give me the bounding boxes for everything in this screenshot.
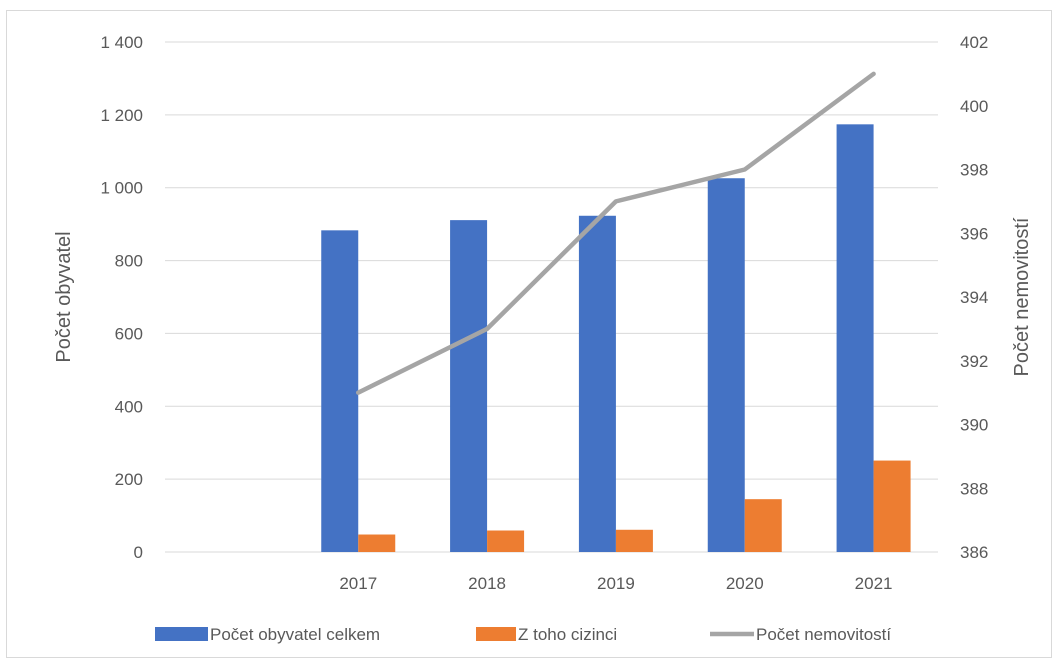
y2-tick-label: 402 bbox=[960, 33, 988, 52]
y-axis-title: Počet obyvatel bbox=[53, 231, 75, 362]
legend-label: Z toho cizinci bbox=[518, 625, 617, 644]
bar bbox=[487, 530, 525, 552]
bar bbox=[358, 534, 396, 552]
gridlines bbox=[165, 41, 938, 553]
bar bbox=[578, 215, 616, 552]
y2-tick-label: 388 bbox=[960, 479, 988, 498]
y-tick-label: 600 bbox=[115, 324, 143, 343]
y2-tick-label: 394 bbox=[960, 288, 988, 307]
y2-tick-label: 392 bbox=[960, 352, 988, 371]
y2-tick-label: 398 bbox=[960, 161, 988, 180]
legend-swatch bbox=[476, 627, 516, 641]
x-tick-label: 2019 bbox=[597, 574, 635, 593]
y-tick-label: 1 000 bbox=[100, 179, 143, 198]
legend-label: Počet obyvatel celkem bbox=[210, 625, 380, 644]
bar bbox=[615, 529, 653, 552]
x-axis-ticks: 2017 2018 2019 2020 2021 bbox=[339, 574, 892, 593]
bar bbox=[836, 124, 874, 552]
bar bbox=[707, 178, 745, 552]
x-tick-label: 2021 bbox=[855, 574, 893, 593]
y2-tick-label: 390 bbox=[960, 416, 988, 435]
y-tick-label: 0 bbox=[134, 543, 143, 562]
legend-label: Počet nemovitostí bbox=[756, 625, 891, 644]
y2-tick-label: 396 bbox=[960, 224, 988, 243]
bar bbox=[744, 499, 782, 552]
y2-axis-ticks: 386 388 390 392 394 396 398 400 402 bbox=[960, 33, 988, 562]
x-tick-label: 2020 bbox=[726, 574, 764, 593]
x-tick-label: 2017 bbox=[339, 574, 377, 593]
y2-axis-title: Počet nemovitostí bbox=[1011, 217, 1033, 376]
bar bbox=[321, 230, 359, 553]
y-tick-label: 1 200 bbox=[100, 106, 143, 125]
line-series bbox=[356, 71, 876, 395]
line-series-path bbox=[356, 71, 876, 395]
bar bbox=[450, 220, 488, 552]
y-axis-ticks: 0 200 400 600 800 1 000 1 200 1 400 bbox=[100, 33, 143, 562]
y-tick-label: 1 400 bbox=[100, 33, 143, 52]
y-tick-label: 200 bbox=[115, 470, 143, 489]
bars bbox=[321, 124, 911, 553]
legend-swatch bbox=[155, 627, 208, 641]
legend: Počet obyvatel celkem Z toho cizinci Počet… bbox=[155, 625, 891, 644]
y2-tick-label: 386 bbox=[960, 543, 988, 562]
y2-tick-label: 400 bbox=[960, 97, 988, 116]
x-tick-label: 2018 bbox=[468, 574, 506, 593]
y-tick-label: 800 bbox=[115, 252, 143, 271]
y-tick-label: 400 bbox=[115, 397, 143, 416]
bar bbox=[873, 460, 911, 552]
